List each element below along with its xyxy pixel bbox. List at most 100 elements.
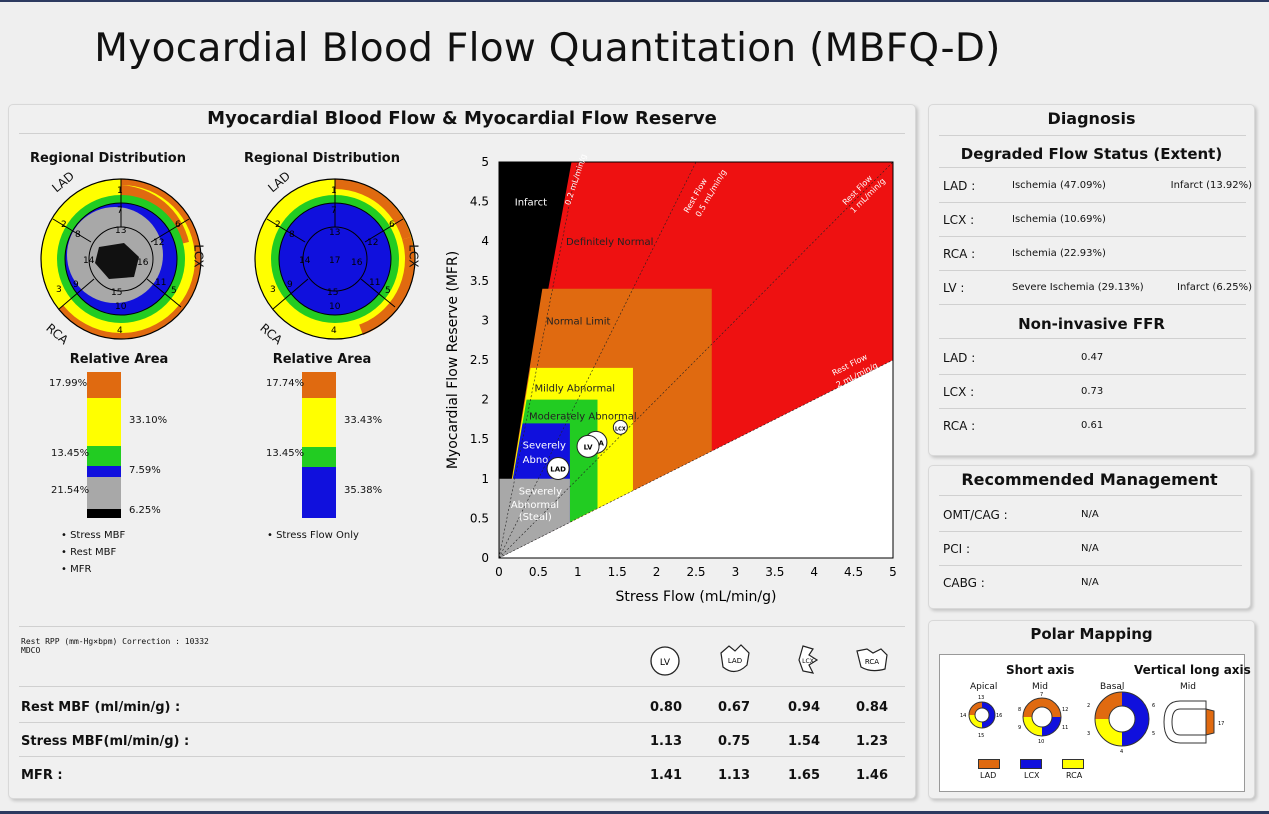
ffr-row-value: 0.61 <box>1081 420 1104 431</box>
rel-area-1-right-0: 33.10% <box>129 415 168 426</box>
x-tick-label: 5 <box>889 565 897 579</box>
region-label-steal-2: Abnormal <box>511 500 559 511</box>
apical-label: Apical <box>970 682 998 692</box>
region-label-normal-limit: Normal Limit <box>546 316 610 327</box>
rel-area-2-left-0: 17.74% <box>266 378 305 389</box>
svg-text:17: 17 <box>1218 721 1224 727</box>
rel-area-1-left-0: 17.99% <box>49 378 88 389</box>
table-row-label: Rest MBF (ml/min/g) : <box>21 700 181 715</box>
diagnosis-row-value: Ischemia (22.93%) <box>1012 248 1106 259</box>
svg-text:9: 9 <box>1018 725 1021 731</box>
polar-legend-lcx: LCX <box>1024 771 1040 780</box>
diagnosis-row-label: RCA : <box>943 247 976 261</box>
rca-icon: RCA <box>856 648 888 672</box>
rel-area-2-right-1: 35.38% <box>344 485 383 496</box>
table-cell: 0.84 <box>855 700 889 715</box>
management-row-value: N/A <box>1081 543 1099 554</box>
svg-text:LAD: LAD <box>550 466 566 474</box>
ffr-row-value: 0.73 <box>1081 386 1104 397</box>
lcx-label-1: LCX <box>191 244 206 268</box>
diagnosis-row-extra: Infarct (13.92%) <box>1170 180 1252 191</box>
x-tick-label: 3 <box>732 565 740 579</box>
svg-text:4: 4 <box>117 326 123 336</box>
svg-text:2: 2 <box>275 220 281 230</box>
polar-legend-lad: LAD <box>980 771 997 780</box>
stress-flow-polar-map[interactable]: 1 2 3 4 5 6 7 8 9 10 11 12 13 14 15 16 1… <box>243 167 423 347</box>
correction-note: Rest RPP (mm-Hg×bpm) Correction : 10332 … <box>21 637 209 655</box>
rel-area-2-left-1: 13.45% <box>266 448 305 459</box>
region-label-steal-3: (Steal) <box>519 512 552 523</box>
y-tick-label: 0.5 <box>470 511 489 525</box>
svg-text:1: 1 <box>1120 689 1123 692</box>
svg-text:5: 5 <box>1152 731 1155 737</box>
degraded-flow-title: Degraded Flow Status (Extent) <box>960 145 1223 163</box>
svg-text:2: 2 <box>1087 703 1090 709</box>
relative-area-bar-2 <box>302 372 336 518</box>
region-label-severely-abnormal: Severely <box>523 441 566 452</box>
management-panel: Recommended Management OMT/CAG : N/A PCI :… <box>928 465 1251 609</box>
x-tick-label: 2 <box>653 565 661 579</box>
svg-text:15: 15 <box>327 288 338 298</box>
x-axis-label: Stress Flow (mL/min/g) <box>616 589 777 605</box>
mfr-chart[interactable]: 0 0.5 1 1.5 2 2.5 3 3.5 4 4.5 5 0 0.5 1 1.5 2 2.5 3 3.5 4 4.… <box>441 150 911 620</box>
diagnosis-row-value: Ischemia (10.69%) <box>1012 214 1106 225</box>
polar-mapping-title: Polar Mapping <box>1030 625 1153 643</box>
svg-text:13: 13 <box>978 695 984 701</box>
svg-text:17: 17 <box>329 256 340 266</box>
diagnosis-row-label: LCX : <box>943 213 975 227</box>
svg-text:12: 12 <box>153 238 164 248</box>
svg-text:14: 14 <box>299 256 311 266</box>
y-tick-label: 1 <box>481 472 489 486</box>
ffr-row-value: 0.47 <box>1081 352 1104 363</box>
point-lad: LAD <box>546 457 570 481</box>
rel-area-1-left-2: 21.54% <box>51 485 90 496</box>
relative-area-heading-1: Relative Area <box>69 352 169 367</box>
table-cell: 1.46 <box>855 768 889 783</box>
x-tick-label: 0.5 <box>529 565 548 579</box>
svg-text:11: 11 <box>369 278 380 288</box>
iso-line-2 <box>498 161 894 559</box>
svg-text:8: 8 <box>75 230 81 240</box>
x-tick-label: 4.5 <box>844 565 863 579</box>
y-tick-label: 4.5 <box>470 195 489 209</box>
y-tick-label: 4 <box>481 234 489 248</box>
region-label-moderately-abnormal: Moderately Abnormal <box>529 411 637 422</box>
stress-polar-map[interactable]: 1 2 3 4 5 6 7 8 9 10 11 12 13 14 15 16 <box>29 167 209 347</box>
table-cell: 0.67 <box>717 700 751 715</box>
y-tick-label: 2 <box>481 393 489 407</box>
table-cell: 0.80 <box>649 700 683 715</box>
svg-text:15: 15 <box>111 288 122 298</box>
table-cell: 1.65 <box>787 768 821 783</box>
svg-text:6: 6 <box>175 220 181 230</box>
svg-text:LV: LV <box>584 443 593 451</box>
table-row-label: MFR : <box>21 768 63 783</box>
legend-mfr: • MFR <box>61 564 92 575</box>
panel-title: Myocardial Blood Flow & Myocardial Flow … <box>207 108 717 129</box>
polar-legend-rca-swatch <box>1062 759 1084 769</box>
svg-text:6: 6 <box>1152 703 1155 709</box>
svg-text:16: 16 <box>996 713 1002 719</box>
svg-text:8: 8 <box>1018 707 1021 713</box>
x-tick-label: 0 <box>495 565 503 579</box>
x-tick-label: 3.5 <box>765 565 784 579</box>
plot-border <box>498 161 894 559</box>
ffr-row-label: LCX : <box>943 385 975 399</box>
polar-mapping-panel: Polar Mapping Short axis Vertical long a… <box>928 620 1255 799</box>
svg-text:14: 14 <box>960 713 966 719</box>
svg-text:1: 1 <box>331 186 337 196</box>
svg-text:10: 10 <box>115 302 127 312</box>
diagnosis-title: Diagnosis <box>1047 109 1136 128</box>
x-tick-label: 2.5 <box>686 565 705 579</box>
y-axis-label: Myocardial Flow Reserve (MFR) <box>445 251 461 469</box>
svg-text:11: 11 <box>1062 725 1068 731</box>
legend-rest-mbf: • Rest MBF <box>61 547 117 558</box>
y-tick-label: 1.5 <box>470 432 489 446</box>
svg-text:9: 9 <box>73 280 79 290</box>
svg-text:5: 5 <box>171 286 177 296</box>
rel-area-1-left-1: 13.45% <box>51 448 90 459</box>
ffr-row-label: RCA : <box>943 419 976 433</box>
table-cell: 1.41 <box>649 768 683 783</box>
diagnosis-row-value: Severe Ischemia (29.13%) <box>1012 282 1144 293</box>
